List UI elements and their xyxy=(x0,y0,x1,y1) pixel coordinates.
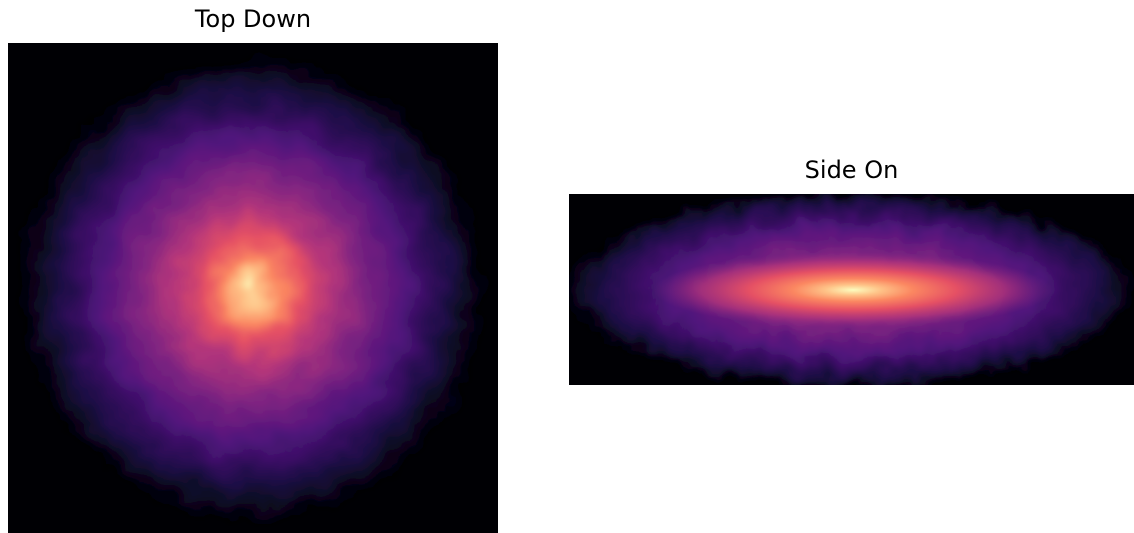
side-on-core xyxy=(653,252,1053,328)
top-down-title: Top Down xyxy=(194,5,312,33)
side-on-density-svg xyxy=(569,194,1134,385)
top-down-density-image xyxy=(8,43,498,533)
side-on-title: Side On xyxy=(804,156,899,184)
top-down-disk xyxy=(20,57,484,521)
top-down-density-svg xyxy=(8,43,498,533)
side-on-density-image xyxy=(569,194,1134,385)
